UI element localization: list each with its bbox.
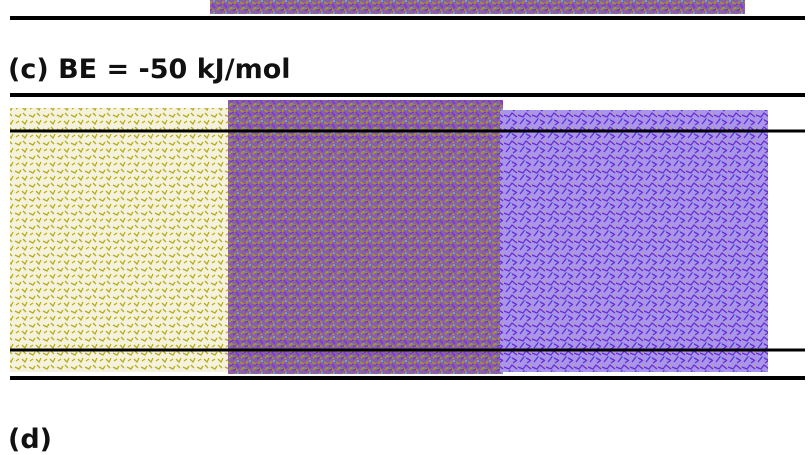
panel-label: (c) BE = -50 kJ/mol — [8, 54, 291, 85]
region-a — [10, 108, 232, 372]
region-c — [500, 110, 768, 372]
top-snapshot — [210, 0, 745, 14]
region-b — [228, 100, 503, 374]
panel-label: (d) — [8, 424, 52, 455]
